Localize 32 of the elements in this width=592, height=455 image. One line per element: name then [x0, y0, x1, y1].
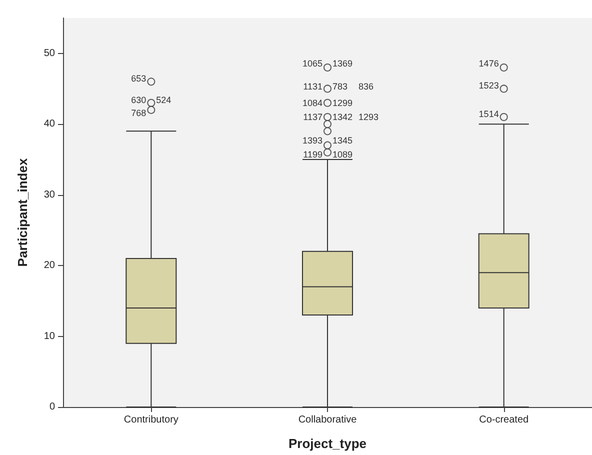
annotation: 1293 — [358, 112, 379, 122]
annotation: 1131 — [303, 82, 322, 92]
annotation: 1342 — [332, 112, 353, 122]
annotation: 1089 — [332, 149, 353, 160]
annotation: 1393 — [302, 135, 322, 146]
annotation: 836 — [358, 82, 374, 92]
annotation: 524 — [156, 94, 172, 105]
y-tick-label: 0 — [49, 402, 56, 412]
x-tick-label: Collaborative — [298, 414, 358, 426]
x-axis-title: Project_type — [288, 436, 367, 451]
annotation: 1137 — [303, 112, 322, 122]
annotation: 653 — [131, 74, 146, 84]
y-tick-label: 30 — [44, 189, 56, 200]
y-tick-label: 40 — [44, 118, 56, 130]
y-tick-label: 50 — [44, 48, 56, 59]
x-tick-label: Contributory — [124, 414, 178, 426]
annotation: 1369 — [332, 58, 353, 69]
annotation: 1523 — [478, 80, 499, 91]
annotation: 1345 — [332, 135, 353, 146]
annotation: 1476 — [478, 58, 499, 69]
annotation: 1199 — [303, 149, 322, 160]
annotation: 768 — [131, 108, 146, 118]
annotation: 1514 — [478, 109, 499, 120]
y-tick-label: 10 — [44, 330, 56, 342]
y-axis-title: Participant_index — [15, 158, 30, 267]
y-tick-label: 20 — [44, 260, 56, 272]
annotation: 1084 — [302, 98, 322, 108]
annotation: 783 — [332, 82, 348, 92]
x-tick-label: Co-created — [479, 414, 529, 426]
annotation: 1065 — [302, 58, 322, 69]
annotation: 630 — [131, 94, 146, 105]
annotation: 1299 — [332, 98, 353, 108]
